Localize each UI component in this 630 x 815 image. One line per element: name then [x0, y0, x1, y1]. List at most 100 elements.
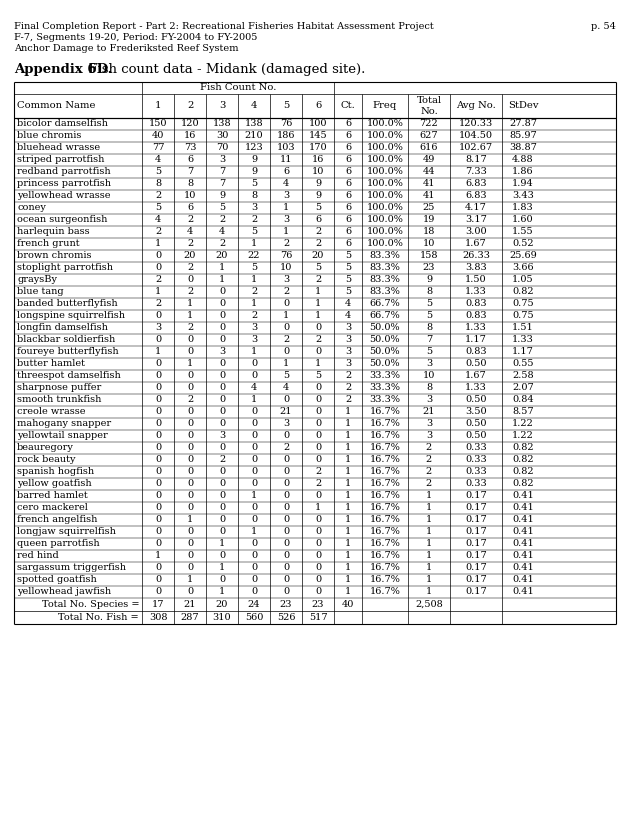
Text: 0: 0	[315, 588, 321, 597]
Text: 4: 4	[283, 179, 289, 188]
Text: 3.66: 3.66	[512, 263, 534, 272]
Text: 0.41: 0.41	[512, 552, 534, 561]
Text: 0: 0	[187, 491, 193, 500]
Text: 85.97: 85.97	[509, 131, 537, 140]
Text: coney: coney	[17, 204, 46, 213]
Text: 0: 0	[251, 516, 257, 525]
Text: 0: 0	[283, 468, 289, 477]
Text: 2: 2	[426, 479, 432, 488]
Text: 0: 0	[187, 275, 193, 284]
Text: 50.0%: 50.0%	[370, 347, 400, 356]
Text: sharpnose puffer: sharpnose puffer	[17, 384, 101, 393]
Text: yellowtail snapper: yellowtail snapper	[17, 431, 108, 440]
Text: 0: 0	[251, 456, 257, 465]
Text: 0: 0	[187, 372, 193, 381]
Text: 0: 0	[315, 408, 321, 416]
Text: 138: 138	[244, 120, 263, 129]
Text: 1: 1	[251, 491, 257, 500]
Text: 287: 287	[181, 613, 199, 622]
Text: 0: 0	[315, 324, 321, 333]
Text: 20: 20	[216, 252, 228, 261]
Text: 0: 0	[251, 479, 257, 488]
Text: 83.3%: 83.3%	[370, 252, 401, 261]
Text: 0.82: 0.82	[512, 468, 534, 477]
Text: 5: 5	[345, 275, 351, 284]
Text: 2.58: 2.58	[512, 372, 534, 381]
Text: 2: 2	[251, 288, 257, 297]
Text: 0: 0	[283, 347, 289, 356]
Text: cero mackerel: cero mackerel	[17, 504, 88, 513]
Text: 9: 9	[315, 192, 321, 200]
Text: 2: 2	[187, 263, 193, 272]
Text: 9: 9	[219, 192, 225, 200]
Text: 6: 6	[345, 143, 351, 152]
Text: 0: 0	[283, 504, 289, 513]
Text: Final Completion Report - Part 2: Recreational Fisheries Habitat Assessment Proj: Final Completion Report - Part 2: Recrea…	[14, 22, 433, 31]
Text: 0: 0	[251, 504, 257, 513]
Text: 100.0%: 100.0%	[367, 215, 403, 224]
Text: 0: 0	[219, 575, 225, 584]
Text: 1: 1	[345, 588, 351, 597]
Text: 3: 3	[345, 336, 351, 345]
Text: 1: 1	[251, 240, 257, 249]
Text: 2,508: 2,508	[415, 600, 443, 609]
Text: 1: 1	[345, 540, 351, 548]
Text: 9: 9	[251, 156, 257, 165]
Text: 1: 1	[345, 552, 351, 561]
Text: 0: 0	[315, 563, 321, 572]
Text: 2: 2	[187, 240, 193, 249]
Text: 4: 4	[345, 311, 351, 320]
Text: 100.0%: 100.0%	[367, 120, 403, 129]
Text: 4: 4	[187, 227, 193, 236]
Text: 66.7%: 66.7%	[370, 299, 401, 309]
Text: 4: 4	[345, 299, 351, 309]
Text: 2: 2	[426, 456, 432, 465]
Text: 44: 44	[423, 168, 435, 177]
Text: 0: 0	[315, 456, 321, 465]
Text: Total No. Fish =: Total No. Fish =	[59, 613, 139, 622]
Text: 6: 6	[187, 204, 193, 213]
Text: yellowhead wrasse: yellowhead wrasse	[17, 192, 110, 200]
Text: french angelfish: french angelfish	[17, 516, 98, 525]
Text: 3: 3	[345, 347, 351, 356]
Text: 0.52: 0.52	[512, 240, 534, 249]
Text: 4: 4	[283, 384, 289, 393]
Text: 1: 1	[315, 311, 321, 320]
Text: 33.3%: 33.3%	[370, 372, 401, 381]
Text: 1: 1	[426, 491, 432, 500]
Text: 100.0%: 100.0%	[367, 168, 403, 177]
Text: 0: 0	[155, 588, 161, 597]
Text: 0: 0	[219, 299, 225, 309]
Text: 0: 0	[283, 431, 289, 440]
Text: 0.83: 0.83	[465, 299, 487, 309]
Text: 5: 5	[251, 227, 257, 236]
Text: 3.83: 3.83	[465, 263, 487, 272]
Text: 1: 1	[345, 408, 351, 416]
Text: 20: 20	[184, 252, 196, 261]
Text: beauregory: beauregory	[17, 443, 74, 452]
Text: 1: 1	[219, 263, 225, 272]
Text: 2: 2	[187, 215, 193, 224]
Text: 3: 3	[251, 324, 257, 333]
Text: 1: 1	[426, 552, 432, 561]
Text: 2: 2	[283, 288, 289, 297]
Text: 9: 9	[251, 168, 257, 177]
Text: 33.3%: 33.3%	[370, 384, 401, 393]
Text: 1: 1	[283, 227, 289, 236]
Text: 2: 2	[219, 456, 225, 465]
Text: 4: 4	[251, 102, 257, 111]
Text: 120: 120	[181, 120, 199, 129]
Text: 3: 3	[251, 336, 257, 345]
Text: 0.17: 0.17	[465, 575, 487, 584]
Text: longjaw squirrelfish: longjaw squirrelfish	[17, 527, 116, 536]
Text: 7: 7	[219, 179, 225, 188]
Text: 0.55: 0.55	[512, 359, 534, 368]
Text: 16.7%: 16.7%	[370, 588, 401, 597]
Text: 616: 616	[420, 143, 438, 152]
Text: 19: 19	[423, 215, 435, 224]
Text: 0: 0	[315, 431, 321, 440]
Text: 16.7%: 16.7%	[370, 431, 401, 440]
Text: 10: 10	[423, 372, 435, 381]
Text: 0.82: 0.82	[512, 479, 534, 488]
Text: 2: 2	[283, 336, 289, 345]
